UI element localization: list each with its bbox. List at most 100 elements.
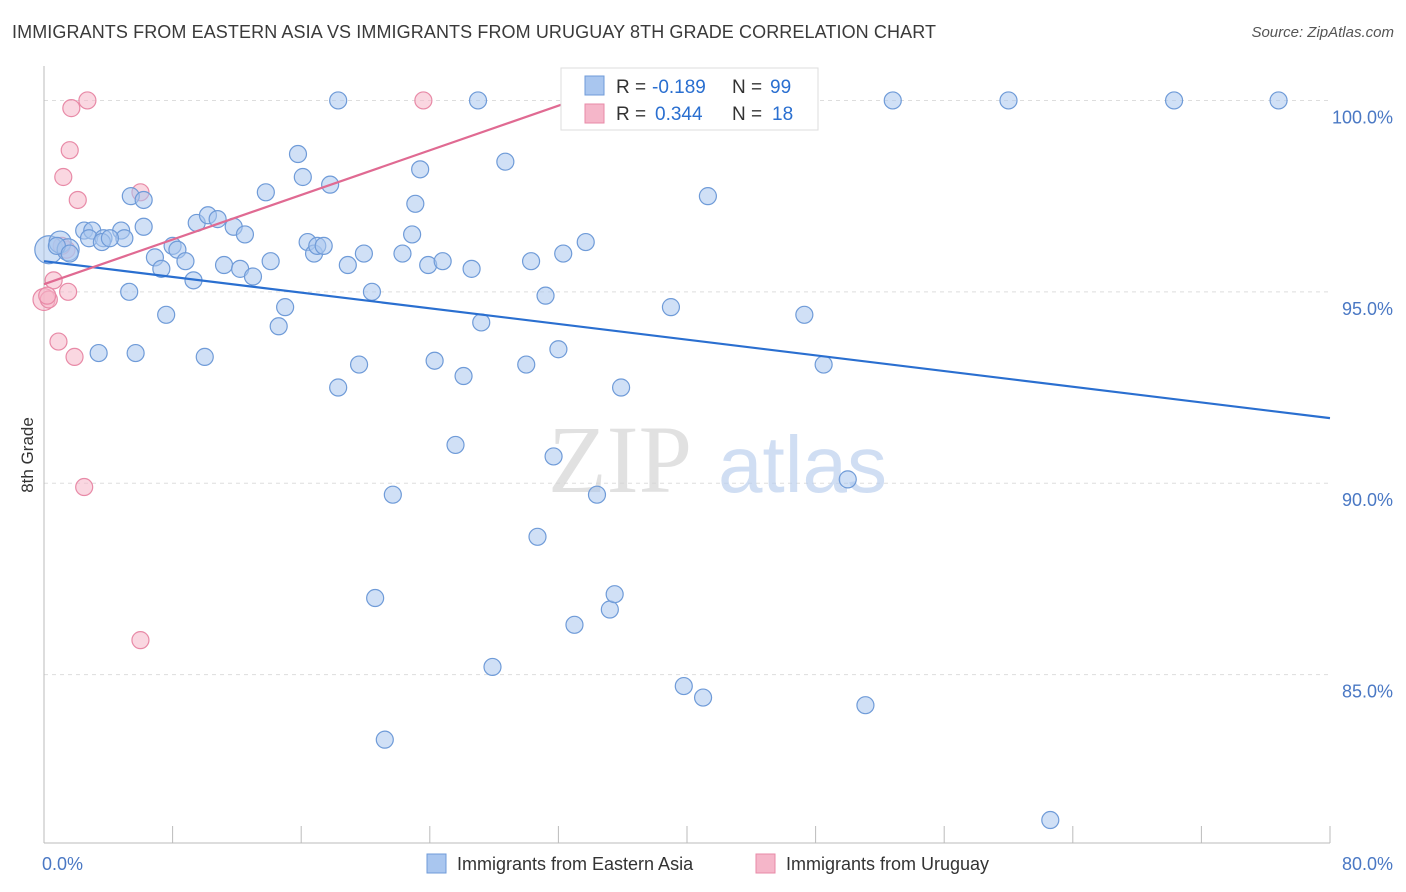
eastern-asia-point-36 (288, 144, 308, 164)
legend-swatch-eastern-asia (426, 853, 447, 874)
eastern-asia-point-74 (576, 232, 595, 252)
eastern-asia-point-89 (856, 696, 875, 715)
eastern-asia-point-37 (293, 167, 312, 187)
watermark: ZIP atlas (548, 406, 887, 513)
uruguay-point-10 (68, 190, 87, 210)
eastern-asia-point-46 (349, 355, 369, 374)
uruguay-point-3 (49, 332, 68, 351)
eastern-asia-point-87 (814, 355, 833, 374)
eastern-asia-point-93 (1164, 91, 1184, 110)
legend-label-uruguay: Immigrants from Uruguay (786, 854, 989, 874)
stats-r-value-1: 0.344 (655, 104, 703, 125)
x-tick-label-1: 80.0% (1342, 854, 1393, 874)
eastern-asia-point-47 (354, 244, 373, 263)
eastern-asia-point-84 (698, 187, 717, 206)
eastern-asia-point-17 (152, 259, 171, 278)
eastern-asia-point-32 (256, 183, 275, 202)
eastern-asia-point-91 (999, 91, 1018, 110)
eastern-asia-point-44 (338, 255, 357, 275)
eastern-asia-point-31 (243, 267, 263, 286)
eastern-asia-point-97 (100, 229, 120, 248)
uruguay-point-6 (59, 282, 78, 301)
eastern-asia-point-30 (235, 225, 255, 244)
eastern-asia-point-92 (1041, 810, 1060, 830)
eastern-asia-point-43 (329, 378, 348, 397)
uruguay-points (32, 91, 433, 650)
y-tick-label-0: 100.0% (1332, 107, 1393, 127)
eastern-asia-point-70 (544, 447, 563, 466)
eastern-asia-point-61 (462, 259, 481, 278)
watermark-atlas: atlas (718, 420, 887, 509)
eastern-asia-point-18 (157, 305, 176, 324)
eastern-asia-point-94 (1269, 91, 1288, 110)
stats-r-label-0: R = (616, 77, 646, 98)
uruguay-point-15 (414, 91, 433, 110)
y-tick-labels: 100.0% 95.0% 90.0% 85.0% (1332, 107, 1393, 701)
eastern-asia-point-83 (693, 688, 713, 707)
eastern-asia-point-75 (587, 485, 607, 504)
eastern-asia-point-14 (134, 190, 153, 210)
eastern-asia-point-21 (176, 252, 195, 271)
stats-swatch-uruguay (584, 103, 605, 124)
eastern-asia-point-86 (795, 305, 814, 324)
eastern-asia-point-81 (661, 298, 681, 317)
eastern-asia-point-64 (496, 152, 515, 171)
axes (43, 66, 1331, 844)
y-axis-title: 8th Grade (18, 417, 37, 493)
eastern-asia-point-78 (611, 378, 631, 397)
uruguay-point-4 (54, 167, 73, 187)
eastern-asia-point-76 (600, 600, 619, 619)
stats-swatch-eastern-asia (584, 75, 605, 96)
source-label: Source: ZipAtlas.com (1251, 24, 1394, 41)
bottom-legend: Immigrants from Eastern Asia Immigrants … (426, 853, 989, 874)
eastern-asia-point-49 (366, 588, 385, 608)
eastern-asia-point-58 (433, 252, 452, 271)
eastern-asia-point-82 (674, 676, 693, 696)
eastern-asia-point-66 (517, 355, 536, 374)
grid (44, 99, 1330, 676)
eastern-asia-point-69 (536, 286, 555, 305)
x-tick-label-0: 0.0% (42, 854, 83, 874)
legend-label-eastern-asia: Immigrants from Eastern Asia (457, 854, 694, 874)
x-tick-labels: 0.0% 80.0% (42, 854, 1393, 874)
eastern-asia-point-15 (134, 217, 153, 236)
eastern-asia-point-11 (120, 282, 139, 301)
uruguay-point-14 (131, 631, 150, 650)
eastern-asia-point-41 (314, 236, 333, 255)
stats-n-label-1: N = (732, 104, 762, 125)
eastern-asia-point-96 (60, 244, 79, 263)
eastern-asia-point-62 (472, 313, 491, 332)
eastern-asia-point-90 (883, 91, 902, 110)
eastern-asia-point-54 (406, 194, 425, 213)
eastern-asia-point-7 (89, 343, 108, 363)
eastern-asia-point-60 (454, 366, 473, 386)
eastern-asia-point-55 (411, 160, 430, 179)
eastern-asia-point-52 (393, 244, 412, 263)
stats-n-value-1: 18 (772, 104, 793, 125)
eastern-asia-point-57 (425, 351, 444, 370)
trend-lines (43, 87, 1331, 420)
stats-n-value-0: 99 (770, 77, 791, 98)
eastern-asia-point-72 (554, 244, 573, 263)
eastern-asia-point-68 (528, 527, 547, 546)
uruguay-point-11 (75, 477, 94, 497)
eastern-asia-point-67 (521, 252, 541, 271)
chart-title: IMMIGRANTS FROM EASTERN ASIA VS IMMIGRAN… (12, 22, 937, 42)
watermark-zip: ZIP (548, 406, 692, 513)
eastern-asia-point-48 (362, 282, 382, 301)
uruguay-trend-line (43, 87, 607, 286)
eastern-asia-point-65 (468, 91, 488, 110)
uruguay-point-16 (38, 286, 57, 305)
eastern-asia-point-63 (483, 657, 502, 677)
eastern-asia-point-34 (269, 317, 288, 336)
eastern-asia-point-33 (261, 252, 280, 271)
eastern-asia-point-45 (329, 91, 348, 110)
eastern-asia-point-71 (549, 340, 568, 359)
eastern-asia-point-24 (195, 347, 214, 366)
eastern-asia-trend-line (43, 260, 1331, 420)
stats-legend: R = -0.189 N = 99 R = 0.344 N = 18 (560, 67, 819, 131)
y-tick-label-1: 95.0% (1342, 299, 1393, 319)
uruguay-point-7 (60, 141, 79, 160)
stats-r-label-1: R = (616, 104, 646, 125)
